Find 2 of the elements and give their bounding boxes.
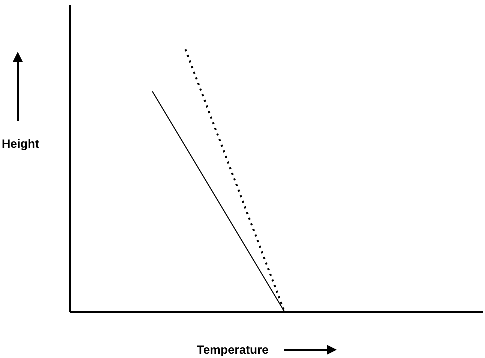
x-axis-title: Temperature xyxy=(197,343,269,357)
y-axis-title: Height xyxy=(2,137,40,151)
